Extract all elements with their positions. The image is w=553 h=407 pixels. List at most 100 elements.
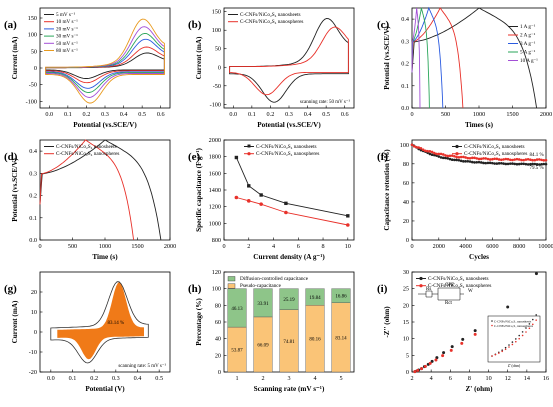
inset-legend-label: C-CNFs/NiCo₂S₄ nanospheres xyxy=(494,324,534,328)
panel-label: (a) xyxy=(4,19,17,31)
y-tick-label: 0.2 xyxy=(29,193,37,200)
data-point xyxy=(488,161,492,165)
y-tick-label: 20 xyxy=(215,352,221,359)
data-point xyxy=(497,158,501,161)
panel-g: 0.0 0.1 0.2 0.3 0.4 0.5 -20 -10 0 10 20 Potential (… xyxy=(4,271,171,393)
data-point xyxy=(259,193,263,197)
data-point xyxy=(430,359,434,363)
data-point xyxy=(520,158,523,162)
legend-label: 5 A g⁻¹ xyxy=(520,50,536,56)
inset-point xyxy=(494,353,497,356)
data-point xyxy=(441,156,445,160)
data-point xyxy=(504,162,508,166)
data-point xyxy=(453,154,456,158)
data-point xyxy=(439,156,443,159)
retention-label: 84.1 % xyxy=(530,153,544,158)
data-point xyxy=(460,341,464,345)
x-axis-label: Times (s) xyxy=(465,121,494,129)
data-point xyxy=(442,351,446,355)
data-point xyxy=(538,158,541,161)
gcd-curve xyxy=(411,7,430,109)
cv-curve xyxy=(229,26,349,96)
data-point xyxy=(479,161,483,164)
data-point xyxy=(428,152,432,156)
y-tick-label: 0.1 xyxy=(401,83,409,90)
legend-label: 20 mV s⁻¹ xyxy=(56,26,78,32)
x-tick-label: 10000 xyxy=(538,243,553,250)
data-point xyxy=(430,153,434,157)
data-point xyxy=(433,153,436,157)
data-point xyxy=(482,161,485,165)
data-point xyxy=(506,162,510,166)
data-point xyxy=(473,161,476,164)
circuit-label: Rs xyxy=(426,287,431,292)
y-tick-label: 1600 xyxy=(209,170,221,177)
bar-value-label: 46.13 xyxy=(231,307,243,312)
data-point xyxy=(484,157,488,160)
y-tick-label: 25 xyxy=(403,286,409,293)
legend-label: C-CNFs/NiCo₂S₄ nanosheets xyxy=(428,276,489,282)
data-point xyxy=(504,157,508,161)
data-point xyxy=(475,161,479,164)
data-point xyxy=(437,155,441,158)
data-point xyxy=(284,210,288,215)
data-point xyxy=(473,156,476,160)
data-point xyxy=(423,364,427,368)
y-tick-label: 10 xyxy=(31,309,37,316)
x-tick-label: 1000 xyxy=(99,243,111,250)
data-point xyxy=(491,157,494,161)
x-tick-label: 2 xyxy=(410,375,413,382)
x-tick-label: 0.1 xyxy=(248,111,256,118)
legend-label: 2 A g⁻¹ xyxy=(520,33,536,39)
y-tick-label: 100 xyxy=(400,142,409,149)
x-tick-label: 6 xyxy=(297,243,300,250)
data-point xyxy=(477,160,481,164)
x-tick-label: 4000 xyxy=(459,243,471,250)
y-tick-label: 0.3 xyxy=(401,38,409,45)
y-tick-label: 2000 xyxy=(209,137,221,144)
panel-c: 0 500 1000 1500 2000 0.0 0.1 0.2 0.3 0.4 Times (s)… xyxy=(377,6,552,129)
x-tick-label: 0.6 xyxy=(157,111,165,118)
data-point xyxy=(479,157,483,161)
x-tick-label: 16 xyxy=(543,375,549,382)
data-point xyxy=(450,158,454,162)
x-tick-label: 0 xyxy=(410,111,413,118)
data-point xyxy=(435,152,438,156)
y-tick-label: 60 xyxy=(403,180,409,187)
data-point xyxy=(441,354,445,358)
panel-b: 0.0 0.1 0.2 0.3 0.4 0.5 0.6 -100 -50 0 50 100 150 Pot… xyxy=(188,7,355,129)
data-point xyxy=(473,332,477,336)
legend-label: C-CNFs/NiCo₂S₄ nanosheets xyxy=(240,12,301,18)
x-tick-label: 1500 xyxy=(131,243,143,250)
data-point xyxy=(544,162,548,166)
x-tick-label: 1500 xyxy=(506,111,518,118)
data-point xyxy=(234,195,239,200)
x-tick-label: 0.2 xyxy=(90,375,98,382)
data-point xyxy=(529,158,532,161)
x-axis-label: Cycles xyxy=(469,253,489,261)
panel-h: 1 2 3 4 5 0 20 40 60 80 100 120 Scanning rate (mV s⁻… xyxy=(188,269,355,393)
data-point xyxy=(500,158,503,162)
data-point xyxy=(457,158,461,162)
scan-rate-annotation: scanning rate: 50 mV s⁻¹ xyxy=(300,99,351,105)
x-tick-label: 14 xyxy=(524,375,530,382)
legend-label: 5 mV s⁻¹ xyxy=(56,12,76,18)
x-tick-label: 4 xyxy=(430,375,433,382)
data-point xyxy=(446,154,450,158)
legend-label: 10 mV s⁻¹ xyxy=(56,19,78,25)
data-point xyxy=(486,157,490,161)
x-tick-label: 12 xyxy=(505,375,511,382)
panel-d: 0 500 1000 1500 2000 0.0 0.1 0.2 0.3 0.4 Time (s) P… xyxy=(4,139,176,261)
data-point xyxy=(533,162,537,166)
data-point xyxy=(453,158,456,162)
inset-point xyxy=(518,334,520,337)
legend-label: C-CNFs/NiCo₂S₄ nanospheres xyxy=(256,151,319,157)
x-axis-label: Z' (ohm) xyxy=(466,385,494,393)
x-axis-label: Potential (vs.SCE/V) xyxy=(73,121,137,129)
y-tick-label: -10 xyxy=(29,349,37,356)
legend-label: Pseudo-capacitance xyxy=(240,283,282,289)
inset-point xyxy=(491,355,493,357)
data-point xyxy=(416,368,420,372)
x-tick-label: 0.3 xyxy=(101,111,109,118)
data-point xyxy=(513,158,517,161)
